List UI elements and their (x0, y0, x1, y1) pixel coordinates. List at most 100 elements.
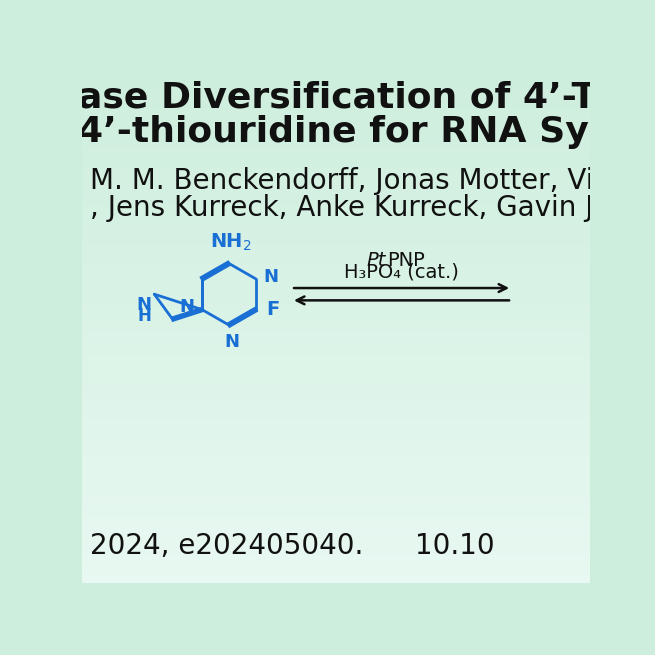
Bar (82, 240, 590, 242)
Bar (82, 530, 590, 533)
Bar (82, 339, 590, 341)
Bar (82, 215, 590, 217)
Bar (82, 79, 590, 81)
Bar (82, 200, 590, 202)
Bar (82, 195, 590, 197)
Text: F: F (267, 300, 280, 319)
Bar (82, 411, 590, 414)
Bar (82, 540, 590, 542)
Bar (82, 502, 590, 505)
Bar (82, 381, 590, 384)
Bar (82, 167, 590, 170)
Bar (82, 470, 590, 472)
Bar (82, 134, 590, 137)
Bar (82, 99, 590, 102)
Bar (82, 331, 590, 333)
Bar (82, 152, 590, 155)
Text: N: N (263, 269, 278, 286)
Bar (82, 575, 590, 578)
Bar (82, 535, 590, 538)
Bar (82, 517, 590, 520)
Bar (82, 487, 590, 490)
Text: M. M. Benckendorff, Jonas Motter, Viola: M. M. Benckendorff, Jonas Motter, Viola (90, 167, 635, 195)
Bar (82, 417, 590, 419)
Bar (82, 512, 590, 515)
Bar (82, 295, 590, 298)
Bar (82, 373, 590, 376)
Bar (82, 510, 590, 512)
Bar (82, 242, 590, 245)
Text: N: N (225, 333, 240, 350)
Bar (82, 210, 590, 212)
Bar (82, 129, 590, 132)
Bar (82, 137, 590, 139)
Bar (82, 220, 590, 222)
Bar (82, 580, 590, 583)
Bar (82, 354, 590, 356)
Bar (82, 301, 590, 303)
Bar (82, 542, 590, 545)
Bar (82, 86, 590, 88)
Bar (82, 477, 590, 479)
Text: 10.10: 10.10 (415, 532, 495, 560)
Bar (82, 250, 590, 253)
Bar (82, 159, 590, 162)
Bar (82, 565, 590, 568)
Bar (82, 343, 590, 346)
Bar (82, 440, 590, 441)
Bar (82, 84, 590, 86)
Bar (82, 341, 590, 343)
Text: N: N (179, 297, 195, 316)
Bar (82, 155, 590, 157)
Bar (82, 96, 590, 99)
Bar (82, 316, 590, 318)
Bar (82, 230, 590, 233)
Bar (82, 553, 590, 555)
Bar (82, 313, 590, 316)
Text: H₃PO₄ (cat.): H₃PO₄ (cat.) (344, 263, 459, 282)
Bar (82, 571, 590, 573)
Bar (82, 225, 590, 227)
Bar (82, 505, 590, 507)
Bar (82, 144, 590, 147)
Bar (82, 149, 590, 152)
Bar (82, 520, 590, 523)
Text: ase Diversification of 4’-Thionucleo: ase Diversification of 4’-Thionucleo (78, 81, 655, 115)
Bar (82, 88, 590, 91)
Bar (82, 394, 590, 396)
Bar (82, 467, 590, 470)
Bar (82, 182, 590, 185)
Bar (82, 479, 590, 482)
Bar (82, 464, 590, 467)
Bar (82, 396, 590, 399)
Bar (82, 283, 590, 286)
Bar (82, 162, 590, 164)
Bar (82, 545, 590, 548)
Bar (82, 525, 590, 527)
Bar (82, 102, 590, 104)
Bar (82, 233, 590, 235)
Bar (82, 449, 590, 452)
Bar (82, 275, 590, 278)
Bar (82, 235, 590, 238)
Bar (82, 434, 590, 437)
Bar (82, 492, 590, 495)
Text: , Jens Kurreck, Anke Kurreck, Gavin J. Mi: , Jens Kurreck, Anke Kurreck, Gavin J. M… (90, 194, 643, 222)
Bar (82, 447, 590, 449)
Bar (82, 170, 590, 172)
Bar (82, 207, 590, 210)
Bar (82, 132, 590, 134)
Bar (82, 406, 590, 409)
Text: PNP: PNP (388, 251, 425, 270)
Bar (82, 197, 590, 200)
Bar (82, 318, 590, 321)
Bar (82, 437, 590, 440)
Bar (82, 538, 590, 540)
Bar (82, 555, 590, 558)
Bar (82, 286, 590, 288)
Bar (82, 305, 590, 308)
Bar (82, 404, 590, 406)
Text: Pt: Pt (367, 251, 386, 270)
Bar (82, 91, 590, 94)
Bar (82, 432, 590, 434)
